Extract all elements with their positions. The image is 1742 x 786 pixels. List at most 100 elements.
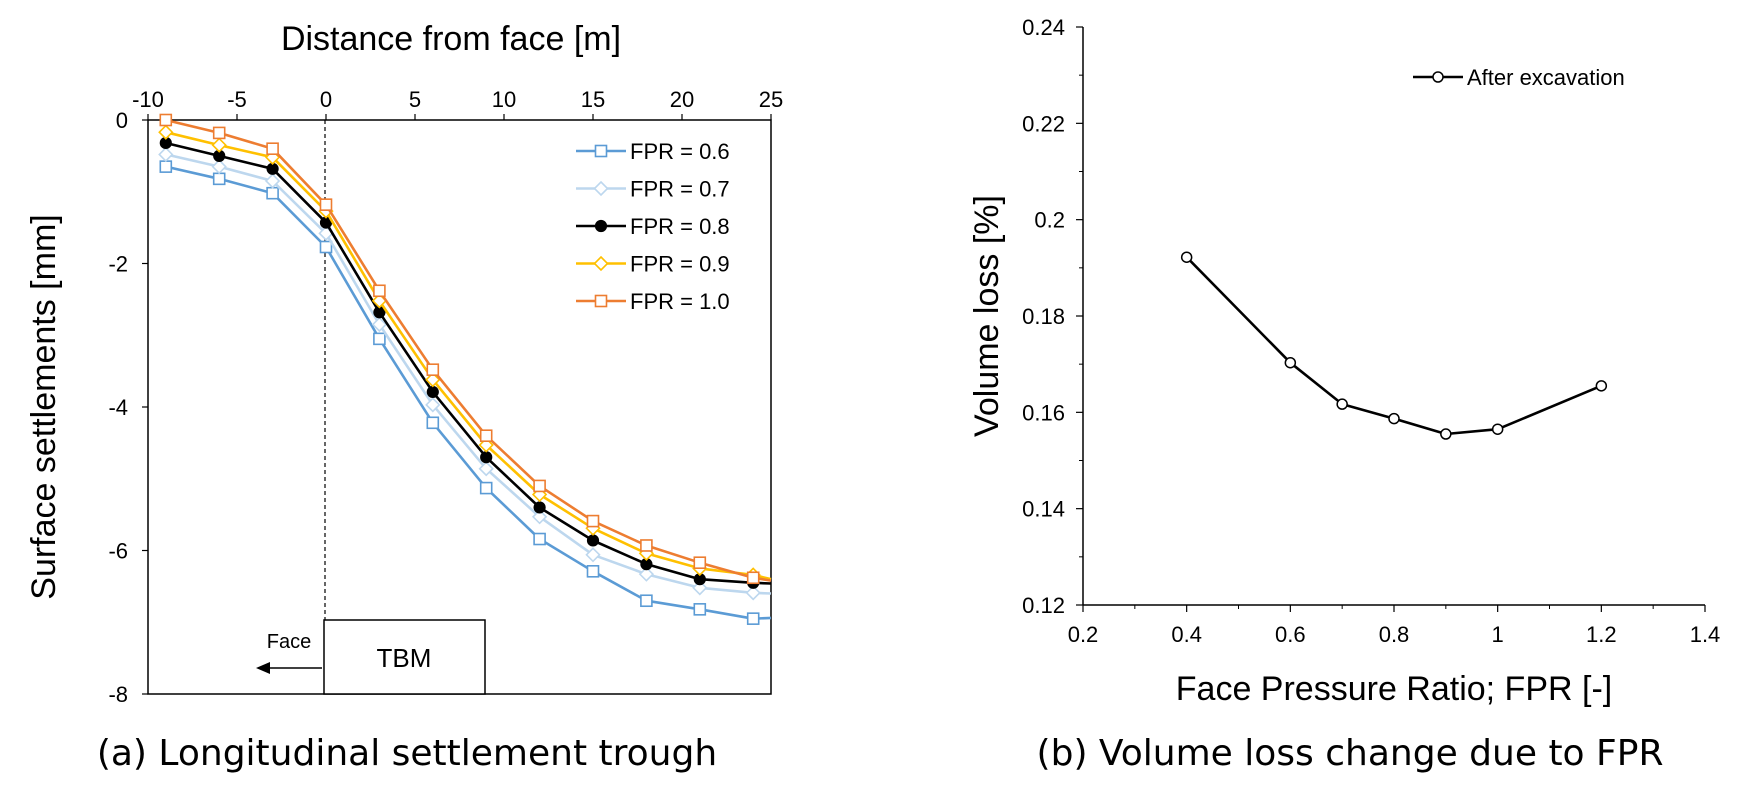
tbm-label: TBM bbox=[377, 643, 432, 673]
legend-swatch-marker bbox=[593, 255, 609, 272]
chart-b-series bbox=[1180, 251, 1608, 440]
y-tick-label: 0.24 bbox=[1022, 15, 1065, 40]
data-point bbox=[692, 580, 708, 596]
data-point bbox=[373, 284, 386, 298]
data-point bbox=[319, 198, 333, 211]
data-point bbox=[158, 146, 174, 163]
y-tick-label: 0.12 bbox=[1022, 593, 1065, 618]
face-arrow-head bbox=[256, 662, 270, 674]
face-label: Face bbox=[267, 631, 311, 653]
data-point bbox=[1180, 251, 1193, 263]
data-point bbox=[1284, 356, 1297, 369]
legend-entry: FPR = 1.0 bbox=[576, 289, 730, 314]
series-fpr-4 bbox=[159, 113, 772, 585]
legend-swatch-marker bbox=[593, 180, 609, 197]
data-point bbox=[371, 316, 388, 333]
legend-label: After excavation bbox=[1467, 65, 1625, 90]
chart-b: 0.2 0.4 0.6 0.8 1 1.2 1.4 0.120.140.160.180.20… bbox=[968, 15, 1720, 774]
data-point bbox=[211, 159, 227, 175]
data-point bbox=[1336, 398, 1348, 410]
data-point bbox=[426, 416, 440, 430]
legend-label: FPR = 0.7 bbox=[630, 177, 730, 202]
legend-label: FPR = 1.0 bbox=[630, 289, 730, 314]
series-line bbox=[165, 141, 772, 585]
x-tick-label: 0 bbox=[320, 87, 332, 112]
data-point bbox=[585, 547, 601, 563]
legend-swatch-marker bbox=[594, 144, 608, 158]
x-tick-label: -5 bbox=[227, 87, 247, 112]
legend-entry: FPR = 0.8 bbox=[576, 214, 730, 239]
y-tick-label: 0.2 bbox=[1034, 208, 1065, 233]
y-tick-label: -4 bbox=[108, 395, 128, 420]
data-point bbox=[746, 612, 760, 625]
data-point bbox=[586, 514, 600, 528]
chart-a-caption: (a) Longitudinal settlement trough bbox=[97, 733, 717, 774]
data-point bbox=[159, 113, 173, 127]
legend-swatch-marker bbox=[1432, 71, 1444, 83]
y-tick-label: -2 bbox=[108, 252, 128, 277]
data-point bbox=[1388, 412, 1400, 425]
data-point bbox=[1491, 423, 1504, 435]
data-point bbox=[266, 186, 279, 200]
series-line bbox=[1185, 256, 1602, 436]
x-tick-label: 0.4 bbox=[1171, 622, 1202, 647]
x-tick-label: 1.2 bbox=[1586, 622, 1617, 647]
legend-label: FPR = 0.8 bbox=[630, 214, 730, 239]
chart-b-legend: After excavation bbox=[1413, 65, 1625, 90]
x-tick-label: 0.2 bbox=[1068, 622, 1099, 647]
legend-entry: FPR = 0.7 bbox=[576, 177, 730, 202]
x-tick-label: 1.4 bbox=[1690, 622, 1721, 647]
chart-a-plot-area bbox=[147, 119, 772, 695]
data-point bbox=[638, 566, 655, 582]
data-point bbox=[746, 571, 760, 585]
y-tick-label: 0.22 bbox=[1022, 111, 1065, 136]
data-point bbox=[212, 126, 226, 140]
data-point bbox=[425, 397, 441, 413]
chart-a-series bbox=[158, 113, 772, 625]
x-tick-label: 25 bbox=[759, 87, 783, 112]
data-point bbox=[479, 429, 493, 443]
chart-b-x-ticks: 0.2 0.4 0.6 0.8 1 1.2 1.4 bbox=[1068, 605, 1721, 647]
tbm-box bbox=[323, 619, 486, 695]
x-tick-label: 10 bbox=[492, 87, 516, 112]
chart-a: -10 -5 0 5 10 15 20 25 0 -2 -4 -6 -8 Distance from … bbox=[25, 20, 783, 774]
chart-a-legend: FPR = 0.6 FPR = 0.7 FPR = 0.8 FPR = 0.9 FPR … bbox=[576, 139, 730, 314]
legend-label: FPR = 0.9 bbox=[630, 252, 730, 277]
data-point bbox=[531, 509, 548, 525]
y-tick-label: 0.14 bbox=[1022, 497, 1065, 522]
x-tick-label: 0.8 bbox=[1379, 622, 1410, 647]
data-point bbox=[533, 479, 546, 493]
x-tick-label: -10 bbox=[132, 87, 164, 112]
legend-swatch-marker bbox=[594, 219, 608, 233]
x-tick-label: 15 bbox=[581, 87, 605, 112]
x-tick-label: 1 bbox=[1492, 622, 1504, 647]
data-point bbox=[533, 501, 546, 514]
chart-b-x-axis-title: Face Pressure Ratio; FPR [-] bbox=[1176, 670, 1612, 708]
data-point bbox=[373, 332, 386, 346]
legend-swatch-marker bbox=[594, 294, 608, 308]
x-tick-label: 20 bbox=[670, 87, 694, 112]
data-point bbox=[211, 137, 227, 153]
data-point bbox=[586, 565, 600, 578]
data-point bbox=[264, 173, 281, 189]
legend-entry: FPR = 0.6 bbox=[576, 139, 730, 164]
data-point bbox=[212, 172, 226, 186]
data-point bbox=[640, 539, 653, 552]
data-point bbox=[480, 451, 493, 464]
y-tick-label: 0.18 bbox=[1022, 304, 1065, 329]
data-point bbox=[533, 532, 546, 546]
y-tick-label: -8 bbox=[108, 682, 128, 707]
x-tick-label: 0.6 bbox=[1275, 622, 1306, 647]
y-tick-label: -6 bbox=[108, 539, 128, 564]
legend-entry: FPR = 0.9 bbox=[576, 252, 730, 277]
data-point bbox=[586, 534, 600, 547]
data-point bbox=[158, 124, 174, 140]
data-point bbox=[479, 481, 493, 495]
chart-b-y-ticks: 0.12 0.14 0.16 0.18 0.2 0.22 0.24 bbox=[1022, 15, 1083, 618]
data-point bbox=[426, 385, 439, 399]
series-fpr-2 bbox=[159, 136, 772, 589]
data-point bbox=[693, 556, 707, 569]
chart-b-caption: (b) Volume loss change due to FPR bbox=[1037, 733, 1664, 774]
data-point bbox=[426, 363, 440, 376]
